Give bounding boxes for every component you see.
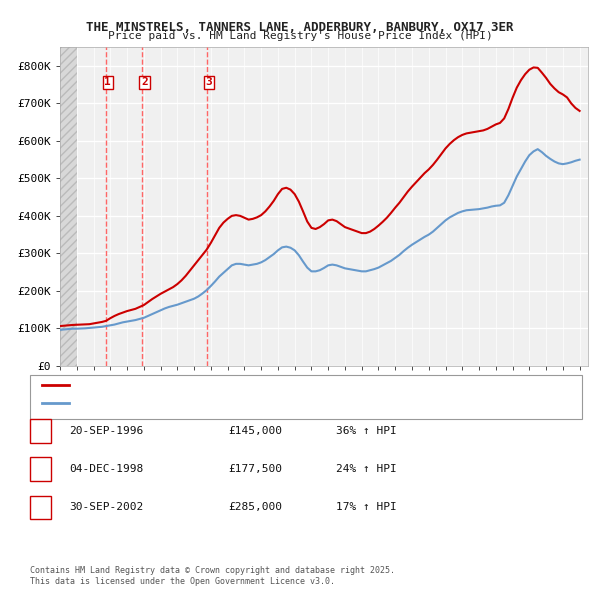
Text: HPI: Average price, detached house, Cherwell: HPI: Average price, detached house, Cher… — [72, 398, 308, 408]
Text: 2: 2 — [37, 463, 44, 476]
Text: 3: 3 — [205, 77, 212, 87]
Text: THE MINSTRELS, TANNERS LANE, ADDERBURY, BANBURY, OX17 3ER: THE MINSTRELS, TANNERS LANE, ADDERBURY, … — [86, 21, 514, 34]
Text: £285,000: £285,000 — [228, 503, 282, 512]
Text: 20-SEP-1996: 20-SEP-1996 — [69, 426, 143, 435]
Text: 2: 2 — [141, 77, 148, 87]
Text: 24% ↑ HPI: 24% ↑ HPI — [336, 464, 397, 474]
Bar — [60, 47, 77, 366]
Text: £177,500: £177,500 — [228, 464, 282, 474]
Text: 17% ↑ HPI: 17% ↑ HPI — [336, 503, 397, 512]
Text: 36% ↑ HPI: 36% ↑ HPI — [336, 426, 397, 435]
Text: Contains HM Land Registry data © Crown copyright and database right 2025.
This d: Contains HM Land Registry data © Crown c… — [30, 566, 395, 586]
Text: 1: 1 — [104, 77, 111, 87]
Text: 3: 3 — [37, 501, 44, 514]
Text: 1: 1 — [37, 424, 44, 437]
Text: Price paid vs. HM Land Registry's House Price Index (HPI): Price paid vs. HM Land Registry's House … — [107, 31, 493, 41]
Text: 30-SEP-2002: 30-SEP-2002 — [69, 503, 143, 512]
Text: £145,000: £145,000 — [228, 426, 282, 435]
Text: THE MINSTRELS, TANNERS LANE, ADDERBURY, BANBURY, OX17 3ER (detached house): THE MINSTRELS, TANNERS LANE, ADDERBURY, … — [72, 381, 470, 390]
Text: 04-DEC-1998: 04-DEC-1998 — [69, 464, 143, 474]
